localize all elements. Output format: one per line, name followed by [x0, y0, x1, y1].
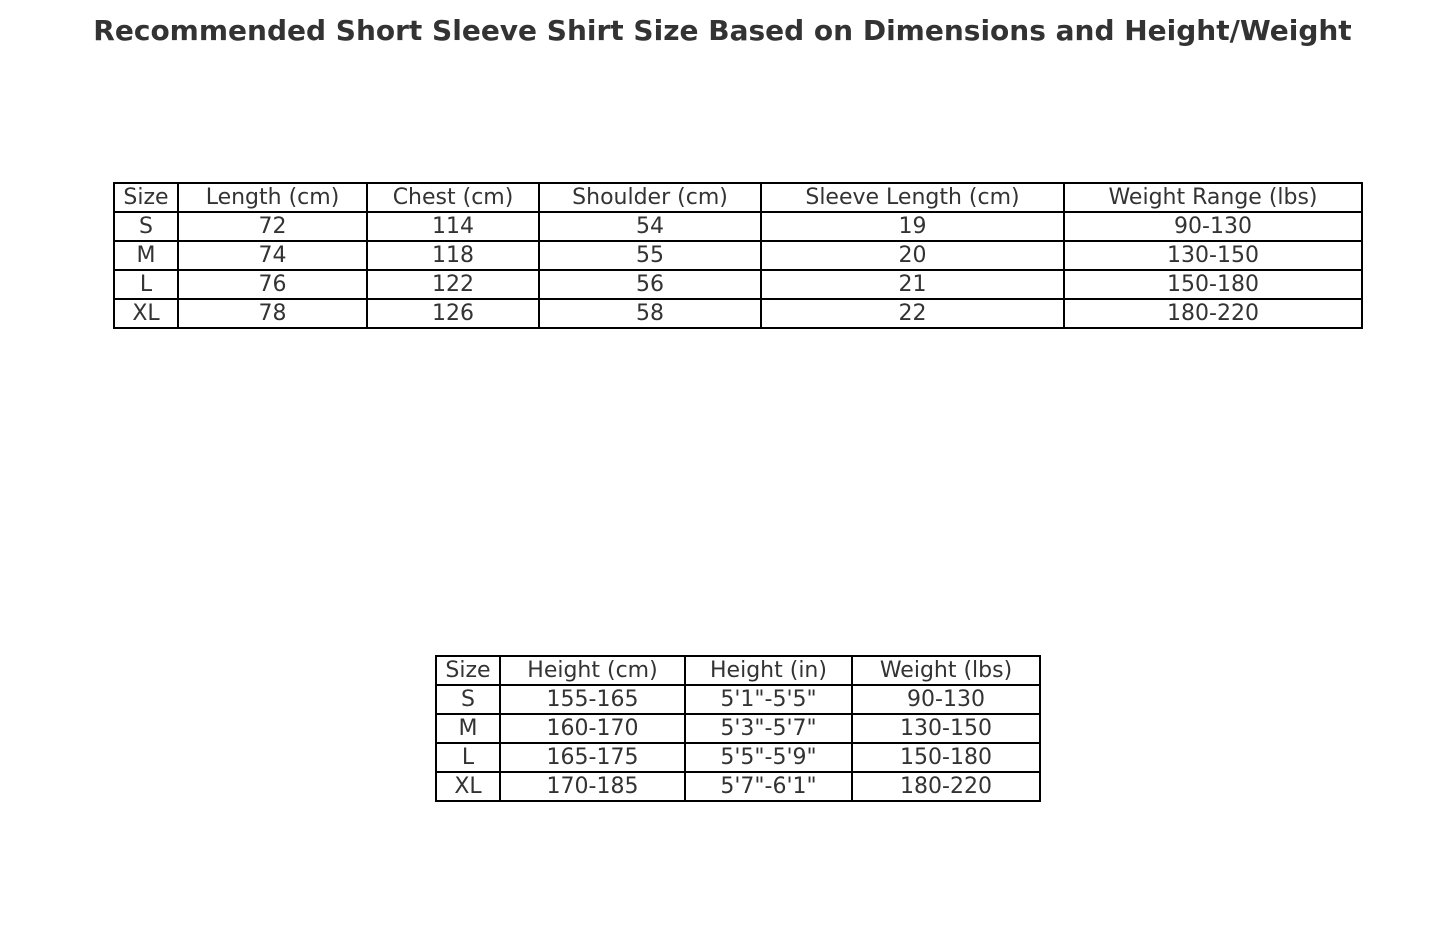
- table-cell: 5'1"-5'5": [684, 684, 853, 715]
- table-cell: 130-150: [851, 713, 1041, 744]
- table-cell: 180-220: [1063, 298, 1363, 329]
- table-row: S 155-165 5'1"-5'5" 90-130: [435, 684, 1041, 715]
- table-cell: 118: [366, 240, 540, 271]
- column-header: Weight Range (lbs): [1063, 182, 1363, 213]
- header-row: Size Height (cm) Height (in) Weight (lbs): [435, 655, 1041, 686]
- table-cell: 122: [366, 269, 540, 300]
- table-row: S 72 114 54 19 90-130: [113, 211, 1363, 242]
- table-cell: M: [113, 240, 179, 271]
- table-cell: 90-130: [851, 684, 1041, 715]
- table-cell: 55: [538, 240, 762, 271]
- table-cell: 78: [177, 298, 368, 329]
- table-cell: S: [113, 211, 179, 242]
- table-cell: 150-180: [1063, 269, 1363, 300]
- figure-title: Recommended Short Sleeve Shirt Size Base…: [93, 14, 1352, 47]
- table-row: M 160-170 5'3"-5'7" 130-150: [435, 713, 1041, 744]
- table-cell: 170-185: [499, 771, 686, 802]
- table-cell: 165-175: [499, 742, 686, 773]
- table-row: M 74 118 55 20 130-150: [113, 240, 1363, 271]
- table-cell: 114: [366, 211, 540, 242]
- header-row: Size Length (cm) Chest (cm) Shoulder (cm) Sl…: [113, 182, 1363, 213]
- table-row: L 165-175 5'5"-5'9" 150-180: [435, 742, 1041, 773]
- table-cell: 56: [538, 269, 762, 300]
- column-header: Length (cm): [177, 182, 368, 213]
- table-cell: 5'5"-5'9": [684, 742, 853, 773]
- table-cell: 5'7"-6'1": [684, 771, 853, 802]
- table-cell: 20: [760, 240, 1065, 271]
- table-cell: 90-130: [1063, 211, 1363, 242]
- table-cell: M: [435, 713, 501, 744]
- column-header: Size: [113, 182, 179, 213]
- table-cell: L: [435, 742, 501, 773]
- table-cell: XL: [113, 298, 179, 329]
- table-row: XL 78 126 58 22 180-220: [113, 298, 1363, 329]
- table-cell: 180-220: [851, 771, 1041, 802]
- height-weight-table: Size Height (cm) Height (in) Weight (lbs) S 1…: [435, 655, 1041, 802]
- column-header: Height (in): [684, 655, 853, 686]
- table-cell: 160-170: [499, 713, 686, 744]
- table-cell: 74: [177, 240, 368, 271]
- shirt-dimensions-table: Size Length (cm) Chest (cm) Shoulder (cm) Sl…: [113, 182, 1363, 329]
- column-header: Chest (cm): [366, 182, 540, 213]
- table-cell: 130-150: [1063, 240, 1363, 271]
- table-cell: 5'3"-5'7": [684, 713, 853, 744]
- table-cell: 19: [760, 211, 1065, 242]
- table-cell: XL: [435, 771, 501, 802]
- column-header: Shoulder (cm): [538, 182, 762, 213]
- table-row: XL 170-185 5'7"-6'1" 180-220: [435, 771, 1041, 802]
- table-cell: L: [113, 269, 179, 300]
- table-cell: 155-165: [499, 684, 686, 715]
- column-header: Weight (lbs): [851, 655, 1041, 686]
- table-row: L 76 122 56 21 150-180: [113, 269, 1363, 300]
- table-cell: S: [435, 684, 501, 715]
- table-cell: 58: [538, 298, 762, 329]
- column-header: Sleeve Length (cm): [760, 182, 1065, 213]
- table-cell: 54: [538, 211, 762, 242]
- table-cell: 126: [366, 298, 540, 329]
- table-cell: 150-180: [851, 742, 1041, 773]
- table-cell: 22: [760, 298, 1065, 329]
- table-cell: 21: [760, 269, 1065, 300]
- table-cell: 72: [177, 211, 368, 242]
- table-cell: 76: [177, 269, 368, 300]
- column-header: Size: [435, 655, 501, 686]
- column-header: Height (cm): [499, 655, 686, 686]
